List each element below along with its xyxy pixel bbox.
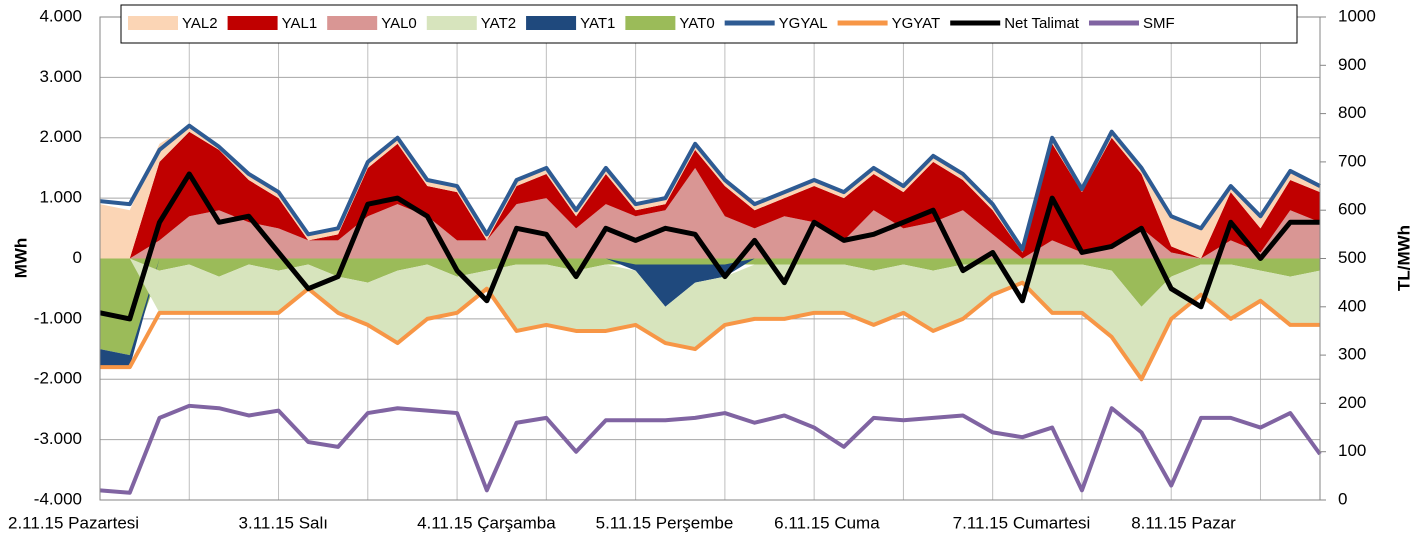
legend: YAL2 YAL1 YAL0 YAT2 YAT1 YAT0 YGYAL YGYAT Net Ta… (120, 4, 1298, 44)
legend-label: YAT1 (580, 15, 615, 32)
x-tick-label: 5.11.15 Perşembe (596, 513, 734, 532)
series-line (99, 123, 1321, 252)
legend-swatch (227, 16, 278, 30)
x-tick-label: 6.11.15 Cuma (774, 513, 880, 532)
legend-label: YAT2 (481, 15, 516, 32)
x-tick-label: 2.11.15 Pazartesi (8, 513, 139, 532)
y-tick-label: 3.000 (39, 67, 82, 86)
y2-tick-label: 200 (1338, 393, 1366, 412)
series-line (100, 280, 1320, 382)
legend-label: YGYAT (892, 15, 941, 32)
stacked-area (100, 131, 1320, 259)
legend-label: SMF (1143, 15, 1175, 32)
series-line (99, 171, 1320, 322)
y-tick-label: 0 (73, 248, 82, 267)
y2-tick-label: 1000 (1338, 6, 1376, 25)
legend-label: YAL0 (381, 15, 417, 32)
legend-label: YAL1 (282, 15, 318, 32)
legend-label: YAT0 (679, 15, 714, 32)
stacked-area (100, 258, 1320, 356)
x-tick-label: 3.11.15 Salı (239, 513, 328, 532)
y-tick-label: -2.000 (34, 369, 82, 388)
y2-tick-label: 400 (1338, 296, 1366, 315)
y-tick-label: -3.000 (34, 429, 82, 448)
x-tick-label: 8.11.15 Pazar (1131, 513, 1236, 532)
y2-tick-label: 800 (1338, 103, 1366, 122)
legend-swatch (128, 16, 178, 30)
y-tick-label: 2.000 (39, 127, 82, 146)
legend-swatch (327, 16, 378, 30)
legend-label: YAL2 (182, 15, 218, 32)
y2-tick-label: 700 (1338, 151, 1366, 170)
y2-tick-label: 100 (1338, 441, 1366, 460)
legend-label: Net Talimat (1004, 15, 1080, 32)
areas (100, 125, 1320, 380)
y2-tick-label: 900 (1338, 55, 1366, 74)
legend-box (120, 4, 1298, 44)
y2-tick-label: 0 (1338, 489, 1347, 508)
x-tick-label: 7.11.15 Cumartesi (953, 513, 1091, 532)
y-tick-label: -4.000 (34, 489, 82, 508)
stacked-area (100, 125, 1320, 259)
y2-tick-label: 300 (1338, 345, 1366, 364)
series-line (99, 403, 1322, 495)
lines (99, 123, 1322, 495)
y-tick-label: -1.000 (34, 308, 82, 327)
y2-tick-label: 500 (1338, 248, 1366, 267)
y2-tick-label: 600 (1338, 200, 1366, 219)
legend-label: YGYAL (779, 15, 828, 32)
y-tick-label: 1.000 (39, 188, 82, 207)
y-tick-label: 4.000 (39, 6, 82, 25)
legend-swatch (526, 16, 577, 30)
legend-swatch (426, 16, 477, 30)
stacked-area (100, 167, 1320, 259)
legend-swatch (625, 16, 676, 30)
y-axis-label: MWh (11, 238, 30, 279)
stacked-area (100, 258, 1320, 380)
y2-axis-label: TL/MWh (1394, 225, 1413, 291)
x-tick-label: 4.11.15 Çarşamba (417, 513, 556, 532)
